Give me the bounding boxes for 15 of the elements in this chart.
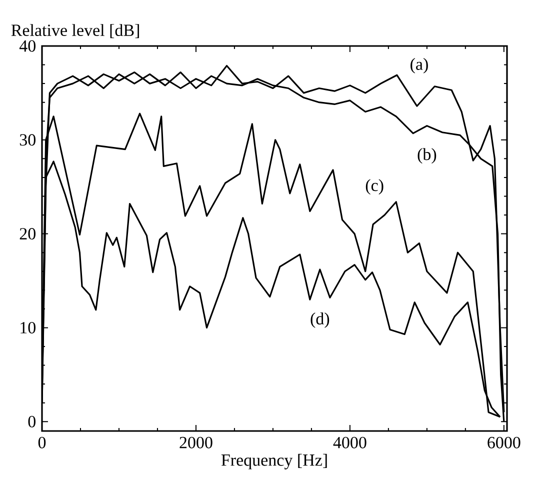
annotation: (a) [410, 58, 428, 74]
y-tick-label: 20 [20, 228, 36, 240]
y-axis-title: Relative level [dB] [11, 24, 139, 38]
x-tick-label: 4000 [333, 436, 366, 448]
y-tick-label: 30 [20, 134, 36, 146]
y-tick-label: 40 [19, 40, 36, 52]
annotation: (d) [310, 312, 330, 328]
x-tick-label: 0 [38, 436, 46, 448]
y-tick-label: 10 [20, 322, 36, 334]
x-tick-label: 6000 [488, 436, 520, 448]
annotation: (c) [366, 179, 384, 195]
annotation: (b) [418, 148, 436, 164]
x-tick-label: 2000 [180, 436, 212, 448]
x-axis-title: Frequency [Hz] [221, 454, 327, 470]
y-tick-label: 0 [28, 416, 36, 428]
